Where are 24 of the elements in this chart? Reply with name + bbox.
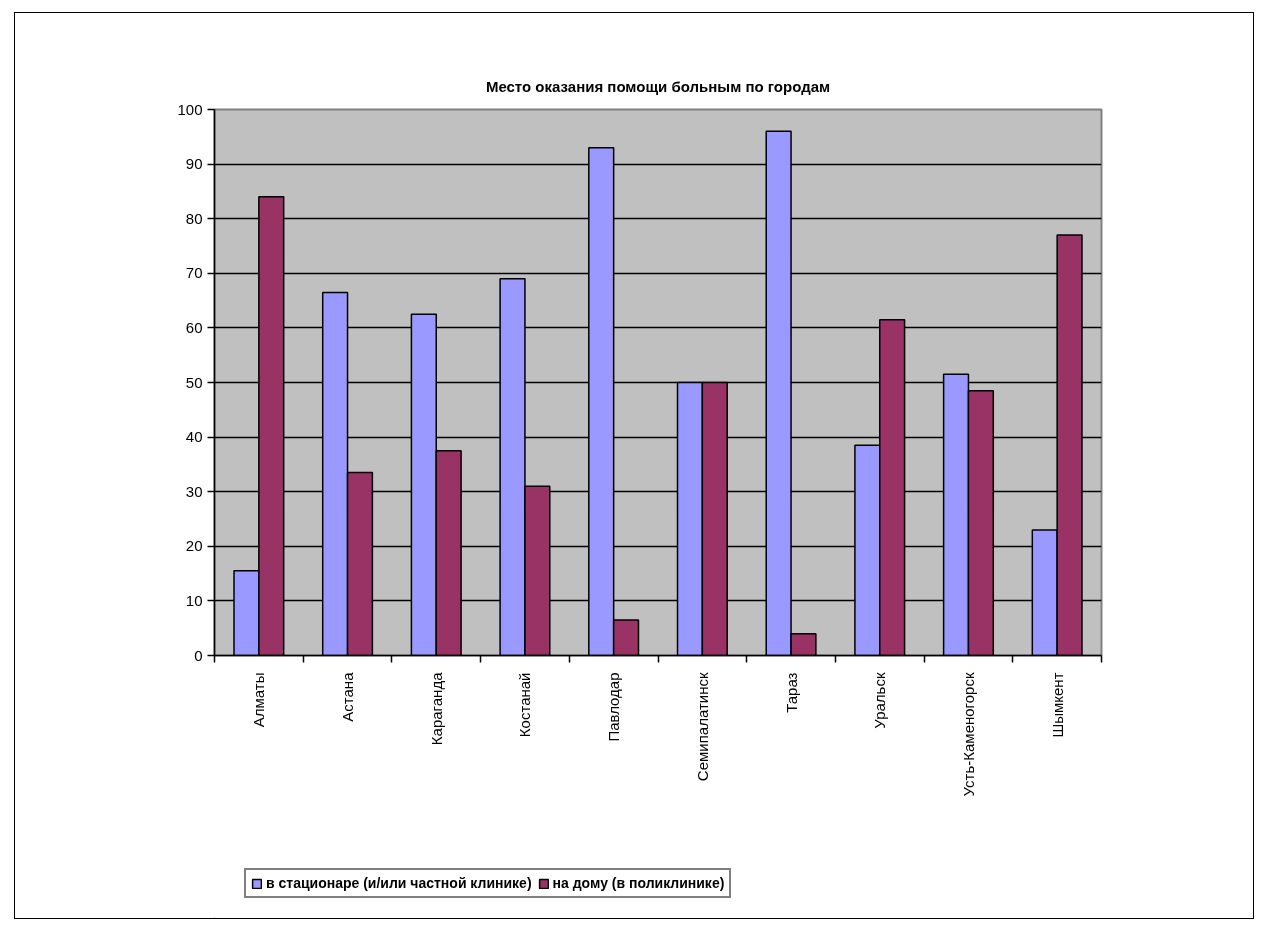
legend-label: на дому (в поликлинике) — [552, 875, 725, 891]
y-tick-label: 40 — [185, 428, 203, 446]
y-tick-label: 30 — [185, 482, 203, 500]
x-tick-label: Павлодар — [605, 672, 623, 742]
x-tick-label: Костанай — [516, 672, 534, 738]
chart-title: Место оказания помощи больным по городам — [485, 77, 831, 95]
legend-label: в стационаре (и/или частной клинике) — [266, 875, 532, 891]
x-tick-label: Караганда — [427, 671, 445, 746]
y-tick-label: 10 — [185, 591, 203, 609]
x-tick-label: Семипалатинск — [693, 672, 711, 782]
x-tick-label: Алматы — [250, 672, 268, 728]
x-tick-label: Усть-Каменогорск — [959, 672, 977, 797]
x-tick-label: Астана — [339, 671, 357, 722]
x-tick-label: Тараз — [782, 672, 800, 713]
y-tick-label: 50 — [185, 373, 203, 391]
y-tick-label: 90 — [185, 155, 203, 173]
y-tick-label: 60 — [185, 318, 203, 336]
y-tick-label: 70 — [185, 264, 203, 282]
y-tick-label: 20 — [185, 537, 203, 555]
x-tick-label: Шымкент — [1048, 672, 1066, 738]
y-tick-label: 100 — [177, 100, 203, 118]
y-tick-label: 0 — [194, 646, 203, 664]
y-tick-label: 80 — [185, 209, 203, 227]
x-tick-label: Уральск — [871, 672, 889, 729]
